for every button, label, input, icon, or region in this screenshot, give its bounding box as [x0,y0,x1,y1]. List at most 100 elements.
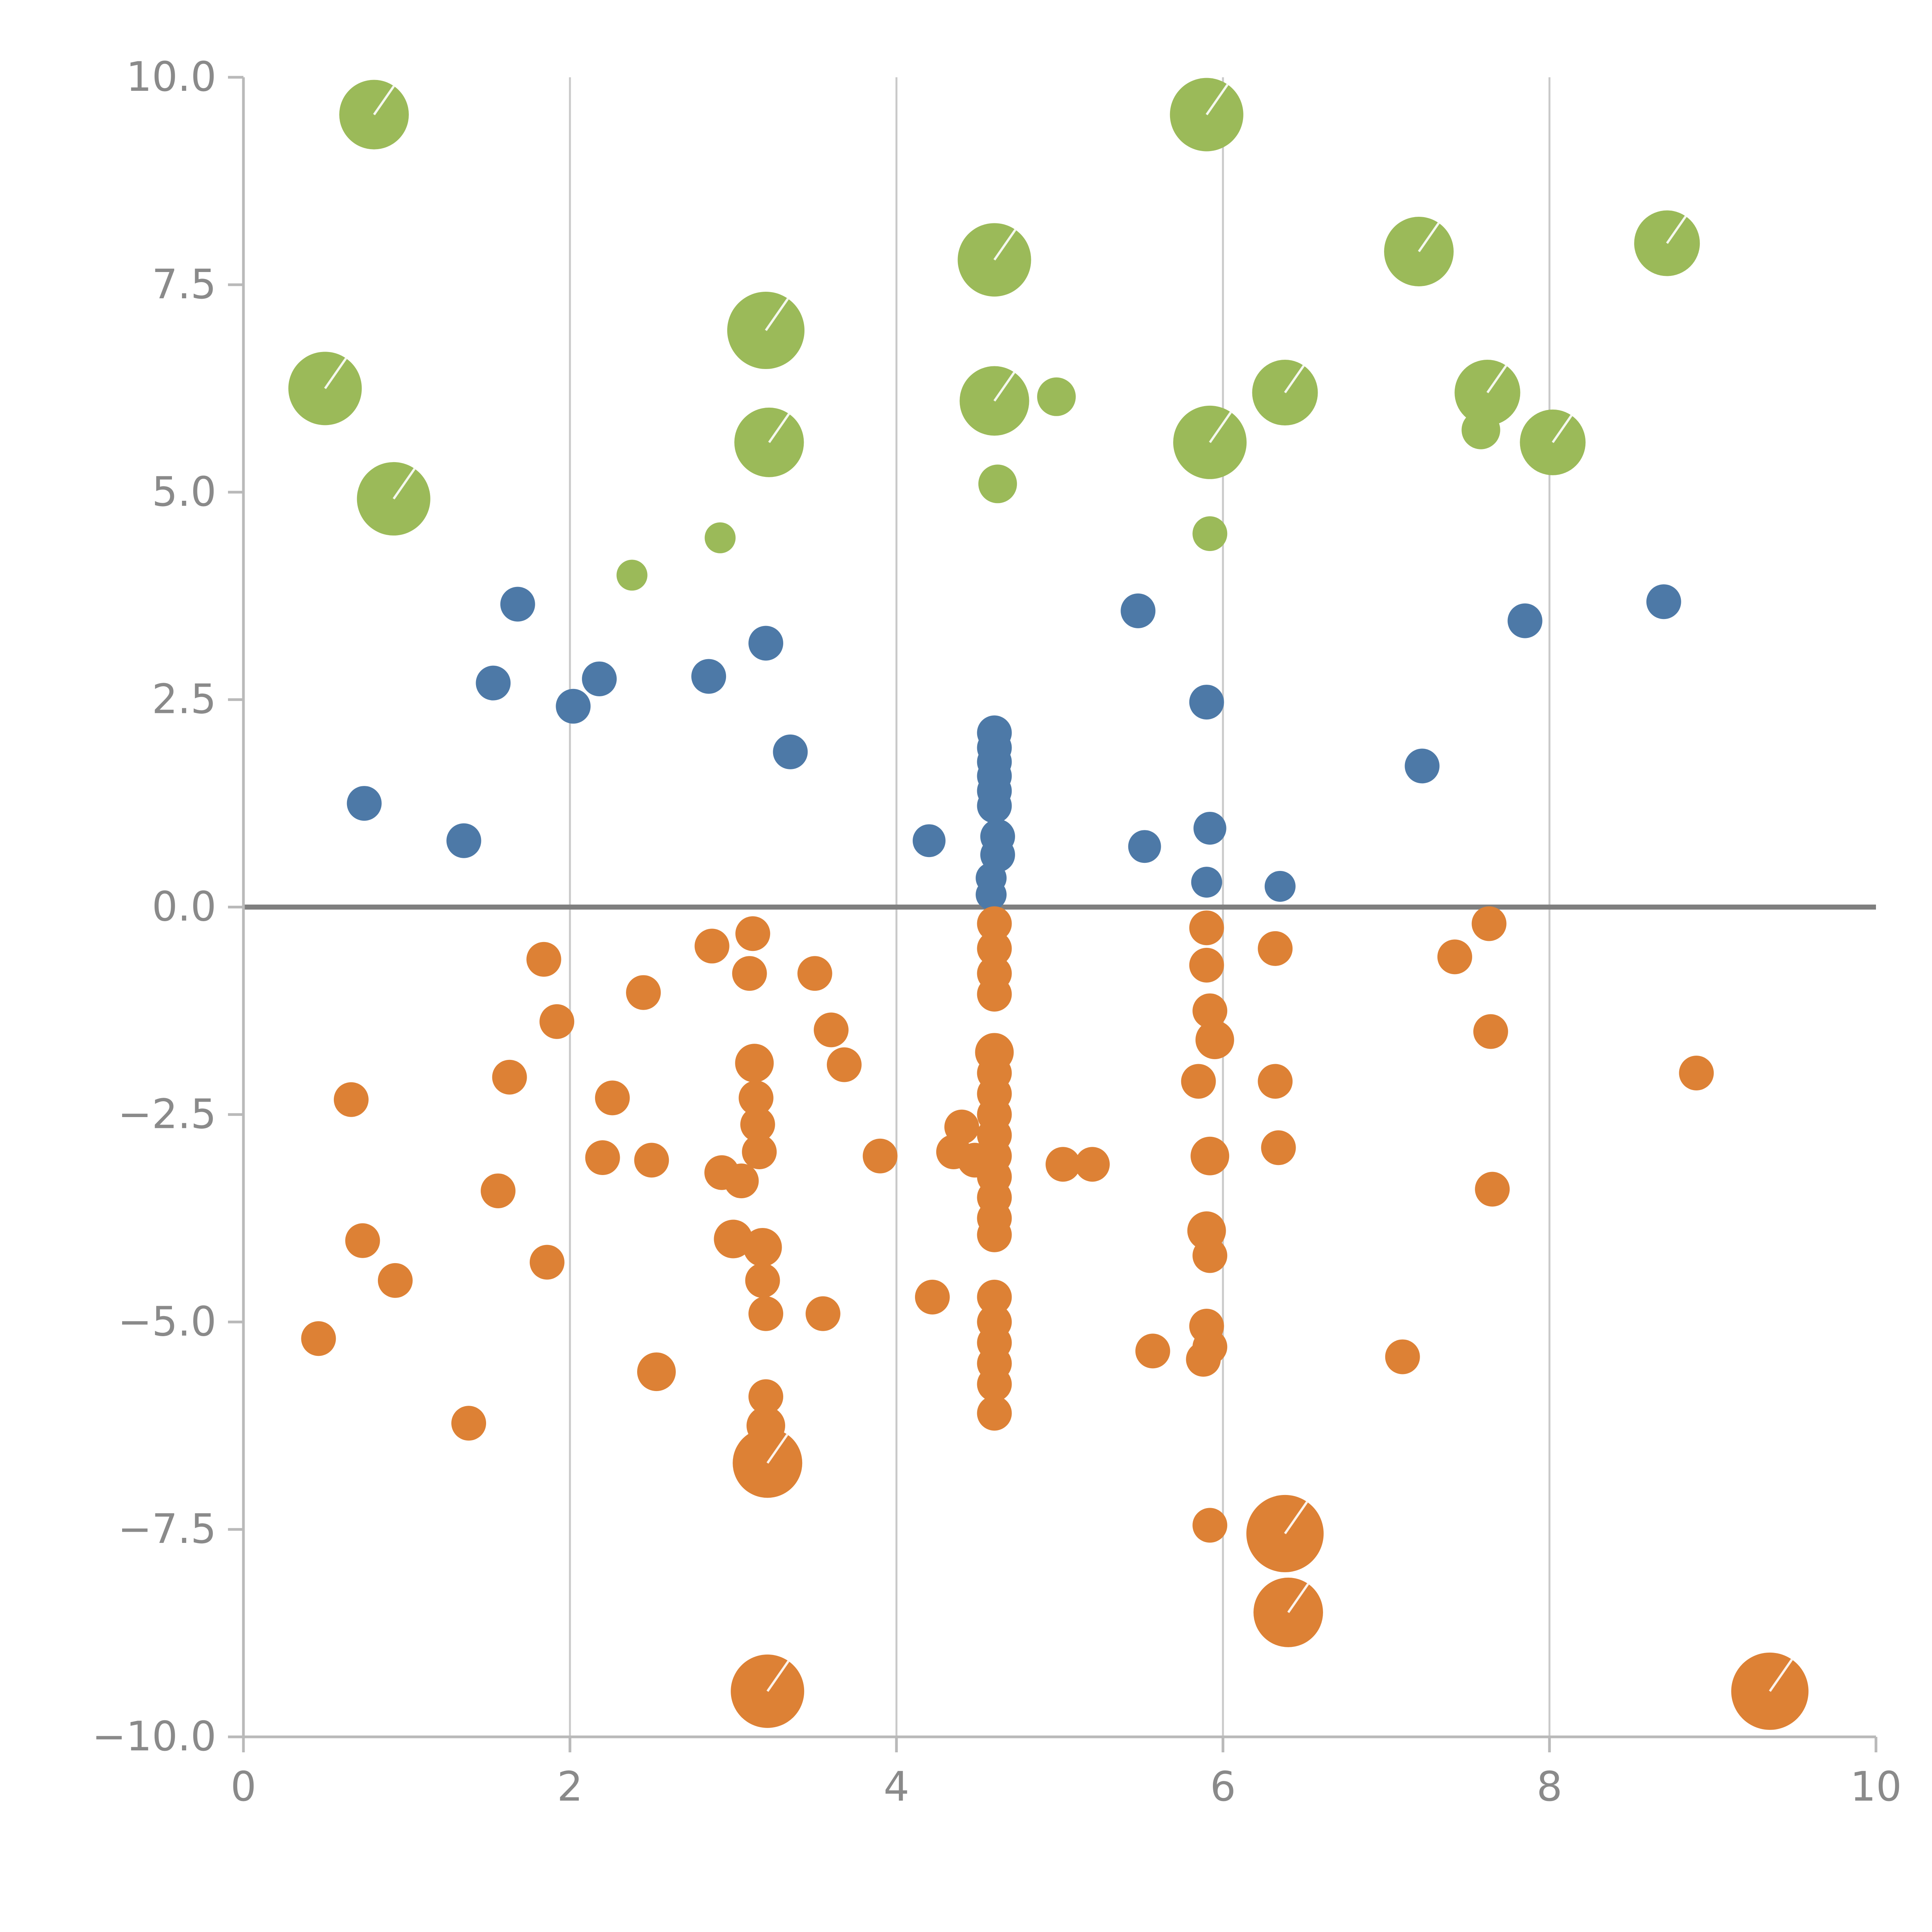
bubble-orange [731,1654,804,1728]
bubble-blue [1507,603,1543,638]
x-tick-label: 10 [1850,1763,1902,1810]
bubble-orange [1258,931,1293,966]
bubble-blue [1646,584,1681,619]
bubble-orange [1192,1508,1228,1543]
bubble-highlight [1418,222,1440,252]
bubble-highlight [1287,1583,1309,1613]
bubble-highlight [1284,365,1305,393]
bubble-highlight [393,468,416,500]
bubble-orange [977,1217,1012,1252]
x-tick-label: 0 [231,1763,257,1810]
bubble-orange [742,1134,777,1170]
bubble-highlight [766,1660,789,1692]
bubble-orange [915,1279,950,1315]
bubble-orange [735,916,770,951]
bubble-orange [1181,1064,1216,1099]
x-tick-label: 8 [1537,1763,1563,1810]
bubble-orange [797,956,832,991]
bubble-orange [1192,993,1228,1028]
bubble-orange [1189,947,1224,983]
bubble-orange [634,1143,669,1178]
bubble-orange [1189,910,1224,946]
y-tick-label: 2.5 [152,676,216,723]
y-tick-label: 10.0 [126,53,216,100]
y-tick-label: −7.5 [118,1505,216,1553]
bubble-highlight [1209,412,1232,443]
bubble-orange [526,942,561,977]
bubble-orange [481,1173,516,1208]
bubble-blue [1264,871,1296,902]
bubble-orange [492,1060,527,1095]
bubble-orange [1195,1020,1234,1060]
y-tick-label: 0.0 [152,883,216,930]
bubble-green [1173,405,1247,479]
bubble-orange [714,1219,753,1259]
bubble-orange [748,1296,783,1331]
bubble-blue [582,661,617,696]
bubble-orange [378,1263,413,1298]
bubble-orange [805,1296,840,1331]
bubble-blue [913,824,946,857]
bubble-green [1037,377,1076,416]
bubble-orange [1258,1064,1293,1099]
y-tick-label: −10.0 [92,1713,216,1760]
bubble-green [616,560,648,591]
bubble-blue [446,823,481,858]
bubble-blue [1405,748,1440,784]
bubble-orange [862,1138,898,1173]
bubble-orange [827,1047,862,1082]
bubble-orange [1261,1130,1296,1165]
bubble-orange [595,1080,630,1116]
bubble-orange [626,975,661,1010]
bubble-orange [301,1321,336,1356]
bubble-orange [1385,1339,1420,1374]
bubble-highlight [1284,1501,1308,1534]
bubble-green [734,407,804,477]
bubble-orange [748,1379,783,1414]
bubble-orange [977,931,1012,966]
bubble-orange [539,1004,575,1039]
bubble-orange [738,1080,774,1116]
bubble-orange [1471,906,1507,941]
bubble-orange [977,1367,1012,1402]
bubble-blue [556,689,591,724]
bubble-highlight [993,372,1015,402]
bubble-orange [740,1107,775,1142]
bubble-blue [977,788,1012,823]
bubble-blue [347,786,382,821]
bubble-orange [745,1263,780,1298]
y-tick-label: −2.5 [118,1090,216,1138]
bubble-blue [476,665,511,701]
bubble-highlight [1206,84,1229,116]
bubble-orange [637,1352,676,1391]
bubble-highlight [768,413,790,443]
bubble-green [1520,409,1586,475]
bubble-orange [977,906,1012,941]
bubble-orange [1475,1172,1510,1207]
bubble-highlight [766,1434,788,1464]
bubble-orange [724,1163,759,1199]
bubble-highlight [1666,216,1687,244]
bubble-orange [732,956,767,991]
bubble-orange [1186,1342,1221,1377]
y-tick-label: −5.0 [118,1298,216,1345]
bubble-blue [976,879,1007,910]
bubble-blue [500,587,535,622]
bubble-orange [1075,1147,1110,1182]
bubble-highlight [373,85,395,116]
x-tick-label: 4 [884,1763,910,1810]
bubble-orange [944,1109,979,1145]
x-tick-label: 6 [1210,1763,1236,1810]
bubble-orange [1045,1147,1080,1182]
bubble-orange [735,1044,774,1083]
bubble-orange [1437,939,1472,975]
bubble-blue [748,626,783,661]
y-tick-label: 7.5 [152,261,216,308]
bubble-green [704,522,736,553]
bubble-blue [1193,811,1226,845]
bubble-orange [585,1140,620,1175]
bubble-blue [1128,830,1161,863]
bubble-orange [1190,1136,1230,1175]
